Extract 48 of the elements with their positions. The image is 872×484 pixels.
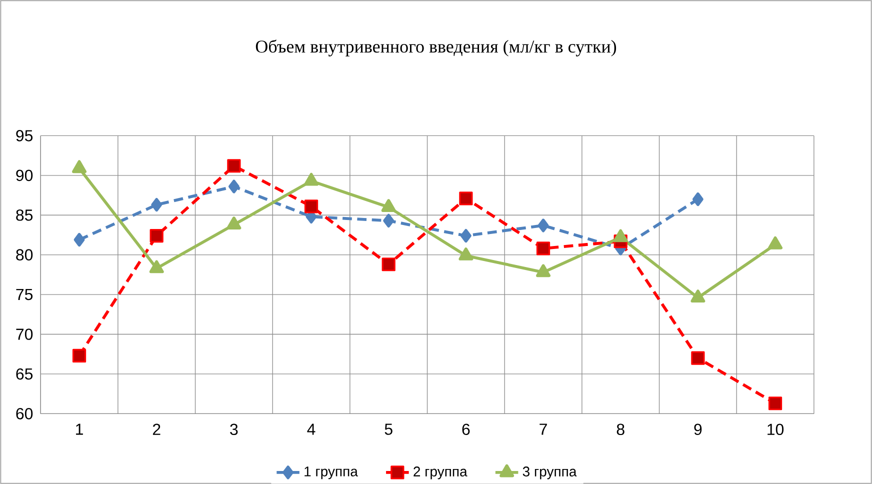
x-tick-label: 2 [152, 424, 160, 435]
point [768, 236, 783, 250]
x-tick-label: 1 [76, 424, 83, 435]
y-tick-label: 65 [16, 368, 33, 380]
x-tick-label: 7 [540, 424, 547, 435]
point [458, 247, 474, 260]
legend-label: 2 группа [414, 466, 468, 480]
point [74, 232, 85, 247]
point [459, 192, 473, 206]
point [383, 214, 394, 228]
y-tick-label: 60 [16, 408, 33, 420]
point [768, 396, 782, 410]
point [150, 228, 164, 243]
y-tick-label: 90 [16, 170, 33, 182]
x-tick-label: 10 [768, 424, 784, 436]
point [228, 180, 240, 194]
x-tick-label: 3 [230, 424, 238, 436]
point [72, 348, 86, 363]
point [460, 228, 472, 243]
point [151, 198, 162, 212]
x-tick-label: 8 [616, 424, 624, 436]
point [538, 218, 549, 232]
point [304, 200, 318, 214]
x-tick-label: 6 [462, 424, 470, 436]
point [226, 216, 242, 230]
point [690, 290, 706, 303]
legend-label: 1 группа [304, 466, 358, 480]
point [227, 159, 241, 173]
point [304, 172, 319, 186]
point [692, 192, 704, 206]
point [613, 229, 628, 242]
legend-label: 3 группа [522, 466, 577, 480]
y-tick-label: 95 [16, 130, 33, 142]
point [381, 199, 396, 212]
point [72, 160, 87, 174]
chart-title: Объем внутривенного введения (мл/кг в сутки) [256, 40, 616, 56]
point [382, 258, 396, 272]
point [149, 260, 164, 274]
x-tick-label: 9 [694, 424, 702, 436]
y-tick-label: 70 [16, 328, 33, 340]
y-tick-label: 80 [16, 249, 33, 260]
point [691, 351, 705, 365]
y-tick-label: 75 [16, 288, 33, 300]
point [536, 264, 551, 278]
y-tick-label: 85 [16, 209, 33, 221]
point [536, 242, 550, 256]
x-tick-label: 4 [307, 424, 316, 435]
x-tick-label: 5 [384, 424, 392, 435]
